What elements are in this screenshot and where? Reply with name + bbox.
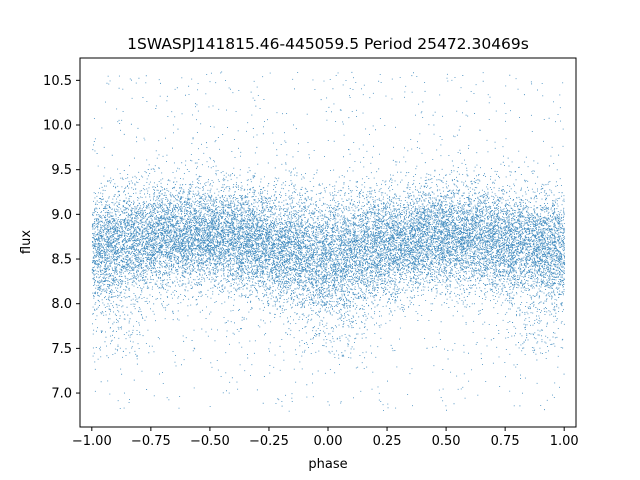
x-axis-ticks: −1.00 −0.75 −0.50 −0.25 0.00 0.25 0.50 0.75 1.00 bbox=[72, 427, 579, 449]
x-tick-label: 0.75 bbox=[491, 434, 520, 449]
x-tick-label: −0.75 bbox=[131, 434, 171, 449]
y-tick-label: 8.0 bbox=[51, 297, 72, 312]
y-axis-label: flux bbox=[19, 230, 34, 254]
y-tick-label: 7.0 bbox=[51, 387, 72, 402]
x-tick-label: −0.50 bbox=[190, 434, 230, 449]
y-tick-label: 10.0 bbox=[43, 119, 72, 134]
x-tick-label: 0.50 bbox=[432, 434, 461, 449]
y-tick-label: 7.5 bbox=[51, 342, 72, 357]
chart-title: 1SWASPJ141815.46-445059.5 Period 25472.3… bbox=[127, 35, 529, 53]
y-tick-label: 9.5 bbox=[51, 163, 72, 178]
y-tick-label: 10.5 bbox=[43, 74, 72, 89]
y-tick-label: 9.0 bbox=[51, 208, 72, 223]
y-tick-label: 8.5 bbox=[51, 253, 72, 268]
x-tick-label: −0.25 bbox=[249, 434, 289, 449]
x-tick-label: 0.25 bbox=[373, 434, 402, 449]
x-axis-label: phase bbox=[308, 457, 347, 472]
y-axis-ticks: 7.0 7.5 8.0 8.5 9.0 9.5 10.0 10.5 bbox=[43, 74, 80, 402]
x-tick-label: 0.00 bbox=[314, 434, 343, 449]
x-tick-label: −1.00 bbox=[72, 434, 112, 449]
x-tick-label: 1.00 bbox=[550, 434, 579, 449]
